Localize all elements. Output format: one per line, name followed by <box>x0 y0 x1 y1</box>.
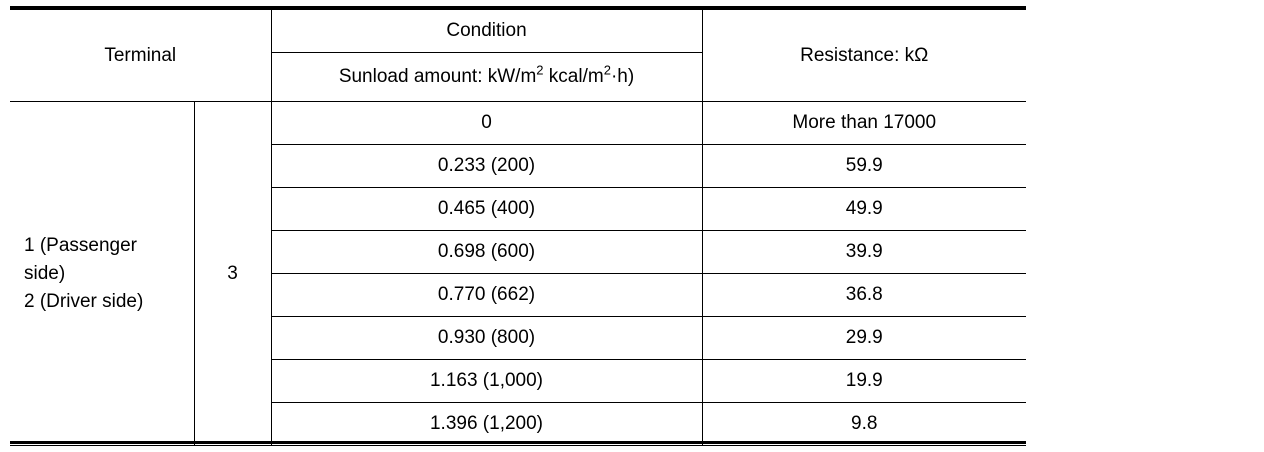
resistance-value: 29.9 <box>701 316 1026 360</box>
table-row: 0.930 (800) 29.9 <box>10 316 1026 360</box>
sunload-value: 0.930 (800) <box>270 316 703 360</box>
table-row: 0.465 (400) 49.9 <box>10 187 1026 231</box>
sunload-value: 0 <box>270 101 703 145</box>
sunload-value: 0.465 (400) <box>270 187 703 231</box>
resistance-value: 49.9 <box>701 187 1026 231</box>
sunload-value: 0.233 (200) <box>270 144 703 188</box>
header-row-1: Terminal Condition Resistance: kΩ <box>10 9 1026 102</box>
table-row: 1 (Passenger side) 2 (Driver side) 3 0 M… <box>10 101 1026 446</box>
sunload-header: Sunload amount: kW/m2 kcal/m2·h) <box>270 52 703 102</box>
resistance-value: 59.9 <box>701 144 1026 188</box>
resistance-value: 36.8 <box>701 273 1026 317</box>
resistance-value: 19.9 <box>701 359 1026 403</box>
bottom-rule <box>10 441 1026 444</box>
resistance-value: 9.8 <box>701 402 1026 446</box>
sunload-value: 1.396 (1,200) <box>270 402 703 446</box>
resistance-table: Terminal Condition Resistance: kΩ Sunloa… <box>10 9 1026 446</box>
resistance-header: Resistance: kΩ <box>701 9 1026 102</box>
table-row: 0.233 (200) 59.9 <box>10 144 1026 188</box>
sunload-value: 0.770 (662) <box>270 273 703 317</box>
top-rule <box>10 6 1026 9</box>
sunload-value: 0.698 (600) <box>270 230 703 274</box>
table-row: 1.396 (1,200) 9.8 <box>10 402 1026 446</box>
terminal-ground: 3 <box>193 101 272 446</box>
resistance-value: 39.9 <box>701 230 1026 274</box>
table-row: 1.163 (1,000) 19.9 <box>10 359 1026 403</box>
terminal-header: Terminal <box>10 9 272 102</box>
terminal-positive: 1 (Passenger side) 2 (Driver side) <box>10 101 195 446</box>
resistance-value: More than 17000 <box>701 101 1026 145</box>
condition-header: Condition <box>270 9 703 53</box>
table-row: 0.698 (600) 39.9 <box>10 230 1026 274</box>
header-row-2: Sunload amount: kW/m2 kcal/m2·h) <box>10 52 1026 102</box>
sunload-value: 1.163 (1,000) <box>270 359 703 403</box>
